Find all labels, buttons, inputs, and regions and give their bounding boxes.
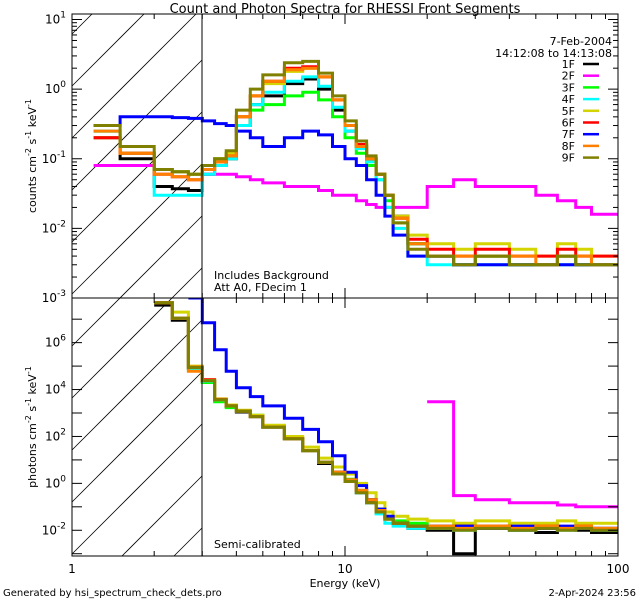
bottom-series-5F — [154, 301, 618, 525]
bottom-series-3F — [154, 301, 618, 530]
legend-label-2F: 2F — [562, 70, 575, 83]
hatch-line — [121, 475, 203, 557]
date-label: 7-Feb-2004 — [550, 35, 612, 48]
hatch-line — [71, 267, 203, 399]
annotation-background: Includes Background — [214, 269, 329, 282]
hatch-line — [71, 13, 145, 87]
hatch-line — [173, 527, 203, 557]
bottom-y-tick-label: 106 — [45, 334, 66, 350]
time-range-label: 14:12:08 to 14:13:08 — [495, 47, 612, 60]
legend-label-7F: 7F — [562, 128, 575, 141]
legend-label-1F: 1F — [562, 58, 575, 71]
legend-label-3F: 3F — [562, 81, 575, 94]
chart-title: Count and Photon Spectra for RHESSI Fron… — [170, 2, 521, 17]
top-y-tick-label: 10-3 — [42, 289, 66, 305]
legend-label-8F: 8F — [562, 140, 575, 153]
top-y-tick-label: 10-2 — [42, 219, 66, 235]
bottom-y-tick-label: 104 — [45, 381, 66, 397]
hatch-line — [71, 319, 203, 451]
top-y-tick-label: 101 — [45, 11, 66, 27]
bottom-y-axis-label: photons cm-2 s-1 keV-1 — [24, 366, 39, 488]
top-y-tick-label: 10-1 — [42, 150, 66, 166]
hatch-line — [71, 111, 203, 243]
hatched-region — [71, 13, 203, 557]
hatch-line — [71, 423, 203, 555]
bottom-series-2F — [427, 400, 618, 509]
x-tick-label: 1 — [68, 562, 76, 576]
legend-label-4F: 4F — [562, 93, 575, 106]
bottom-series-8F — [154, 301, 618, 530]
bottom-y-tick-label: 102 — [45, 427, 66, 443]
bottom-series-4F — [154, 301, 618, 532]
annotation-semi-calibrated: Semi-calibrated — [214, 538, 301, 551]
legend-label-6F: 6F — [562, 117, 575, 130]
bottom-series-9F — [154, 301, 618, 532]
footer-generated-by: Generated by hsi_spectrum_check_dets.pro — [3, 588, 222, 599]
footer-timestamp: 2-Apr-2024 23:56 — [549, 588, 636, 599]
legend-label-5F: 5F — [562, 105, 575, 118]
top-y-axis-label: counts cm-2 s-1 keV-1 — [24, 99, 39, 213]
x-tick-label: 10 — [337, 562, 352, 576]
hatch-line — [71, 59, 203, 191]
top-y-tick-label: 100 — [45, 80, 66, 96]
annotation-attenuator: Att A0, FDecim 1 — [214, 281, 307, 294]
bottom-y-tick-label: 10-2 — [42, 521, 66, 537]
bottom-panel-frame — [71, 297, 619, 557]
bottom-series-6F — [154, 301, 618, 530]
hatch-line — [71, 13, 197, 139]
legend-label-9F: 9F — [562, 152, 575, 165]
hatch-line — [71, 215, 203, 347]
x-tick-label: 100 — [607, 562, 630, 576]
bottom-y-tick-label: 100 — [45, 474, 66, 490]
bottom-series-7F — [188, 298, 618, 530]
hatch-line — [71, 13, 93, 35]
hatch-line — [71, 371, 203, 503]
hatch-line — [71, 163, 203, 295]
x-axis-label: Energy (keV) — [310, 577, 381, 590]
